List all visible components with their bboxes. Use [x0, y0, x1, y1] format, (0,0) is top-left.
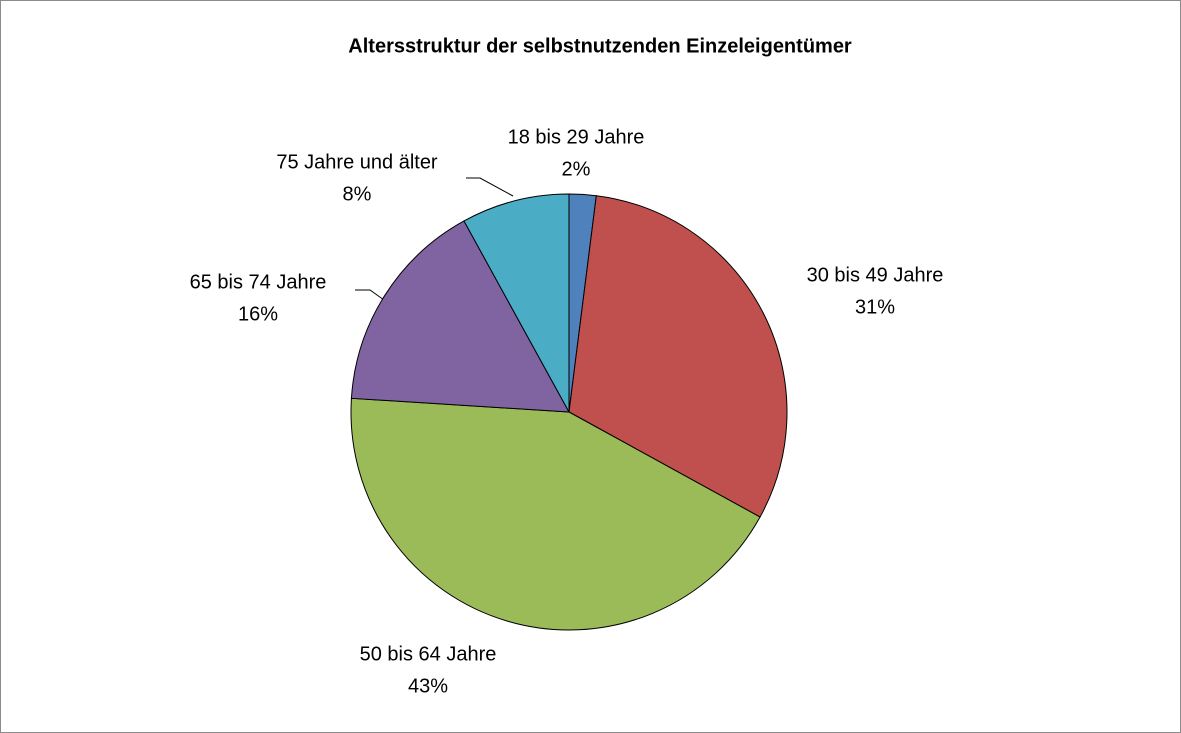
chart-title: Altersstruktur der selbstnutzenden Einze…	[348, 35, 852, 57]
slice-label: 75 Jahre und älter	[276, 151, 438, 173]
leader-line	[466, 177, 514, 197]
pie-slice	[350, 397, 761, 631]
slice-label: 30 bis 49 Jahre	[807, 264, 944, 286]
slice-value-label: 16%	[238, 303, 278, 325]
leader-line	[355, 289, 385, 301]
slice-label: 50 bis 64 Jahre	[360, 643, 497, 665]
slice-label: 18 bis 29 Jahre	[508, 126, 645, 148]
pie-slice	[463, 193, 570, 413]
pie-slice	[568, 195, 788, 518]
slice-value-label: 2%	[562, 158, 591, 180]
slice-value-label: 8%	[343, 183, 372, 205]
pie-slice	[350, 220, 570, 413]
slice-value-label: 43%	[408, 675, 448, 697]
slice-value-label: 31%	[855, 296, 895, 318]
slice-label: 65 bis 74 Jahre	[190, 271, 327, 293]
